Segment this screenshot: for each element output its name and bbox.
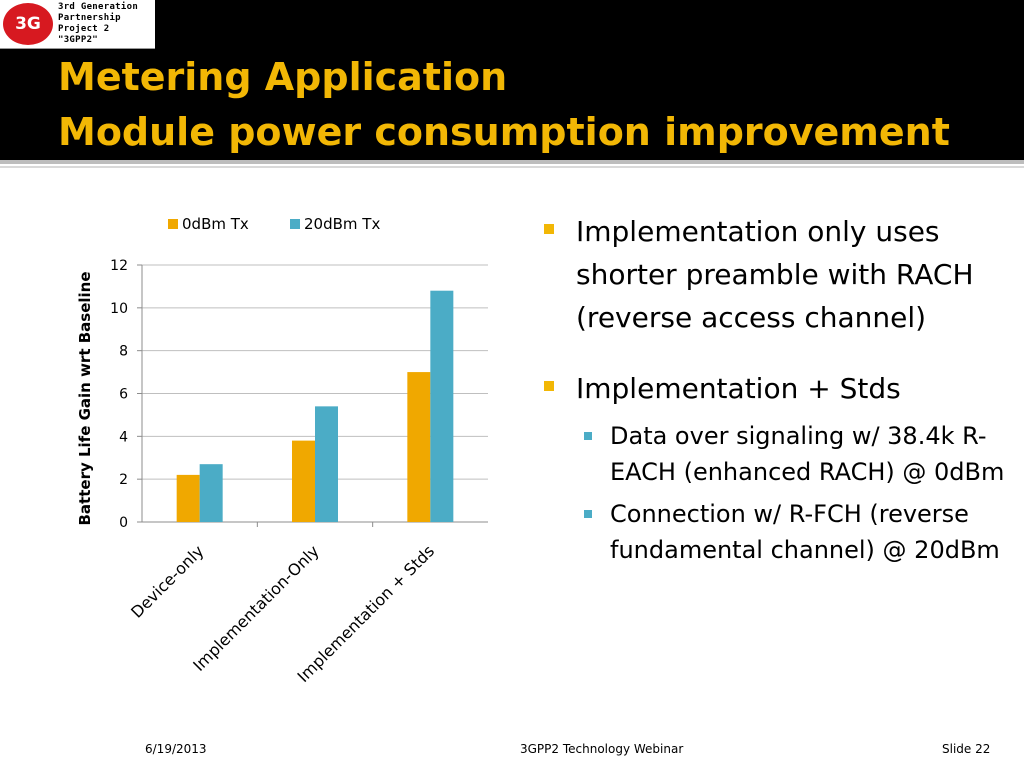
y-tick-label: 10: [110, 301, 128, 317]
legend-swatch: [290, 219, 300, 229]
footer-date: 6/19/2013: [145, 742, 207, 756]
bar-series-1: [407, 372, 431, 522]
bullet-item: Implementation + Stds: [540, 367, 1010, 410]
legend-label: 0dBm Tx: [182, 215, 249, 233]
x-tick-label: Implementation + Stds: [294, 541, 439, 686]
battery-life-bar-chart: 0 2 4 6 8 10 12 Device-onlyImplementation-OnlyI…: [76, 215, 488, 686]
sub-bullet-text: Data over signaling w/ 38.4k R-EACH (enh…: [610, 422, 1005, 486]
slide-title: Metering Application Module power consum…: [58, 50, 1008, 160]
y-tick-label: 4: [119, 429, 128, 445]
x-tick-label: Device-only: [127, 541, 207, 621]
y-tick-label: 12: [110, 258, 128, 274]
bullet-list: Implementation only uses shorter preambl…: [540, 210, 1010, 574]
bullet-text: Implementation + Stds: [576, 372, 901, 405]
logo-line: "3GPP2": [58, 35, 99, 45]
bullet-item: Implementation only uses shorter preambl…: [540, 210, 1010, 339]
x-tick-label: Implementation-Only: [189, 541, 323, 675]
y-tick-label: 0: [119, 515, 128, 531]
slide-title-line-2: Module power consumption improvement: [58, 110, 950, 154]
bar-series-2: [430, 290, 454, 522]
bullet-marker: [544, 224, 554, 234]
bar-series-1: [176, 474, 200, 522]
sub-bullet-marker: [584, 510, 592, 518]
title-bar: [0, 0, 1024, 160]
y-tick-label: 8: [119, 344, 128, 360]
footer-title: 3GPP2 Technology Webinar: [520, 742, 684, 756]
y-tick-label: 2: [119, 472, 128, 488]
legend-swatch: [168, 219, 178, 229]
logo-badge: 3G: [3, 3, 53, 45]
y-tick-label: 6: [119, 387, 128, 403]
title-divider: [0, 160, 1024, 164]
sub-bullet-marker: [584, 432, 592, 440]
title-divider-thin: [0, 166, 1024, 168]
bar-series-2: [199, 464, 223, 522]
sub-bullet-item: Connection w/ R-FCH (reverse fundamental…: [540, 496, 1010, 568]
legend-label: 20dBm Tx: [304, 215, 380, 233]
logo-text: 3rd Generation Partnership Project 2 "3G…: [58, 2, 155, 46]
sub-bullet-text: Connection w/ R-FCH (reverse fundamental…: [610, 500, 1000, 564]
y-axis-label: Battery Life Gain wrt Baseline: [76, 271, 94, 525]
logo-line: 3rd Generation: [58, 2, 139, 12]
bar-series-1: [292, 440, 315, 522]
logo-line: Project 2: [58, 24, 110, 34]
sub-bullet-item: Data over signaling w/ 38.4k R-EACH (enh…: [540, 418, 1010, 490]
logo-line: Partnership: [58, 13, 121, 23]
bar-series-2: [315, 406, 338, 522]
bullet-marker: [544, 381, 554, 391]
slide-title-line-1: Metering Application: [58, 55, 508, 99]
bullet-text: Implementation only uses shorter preambl…: [576, 215, 974, 334]
3gpp2-logo: 3G 3rd Generation Partnership Project 2 …: [0, 0, 155, 49]
slide-number: Slide 22: [942, 742, 991, 756]
